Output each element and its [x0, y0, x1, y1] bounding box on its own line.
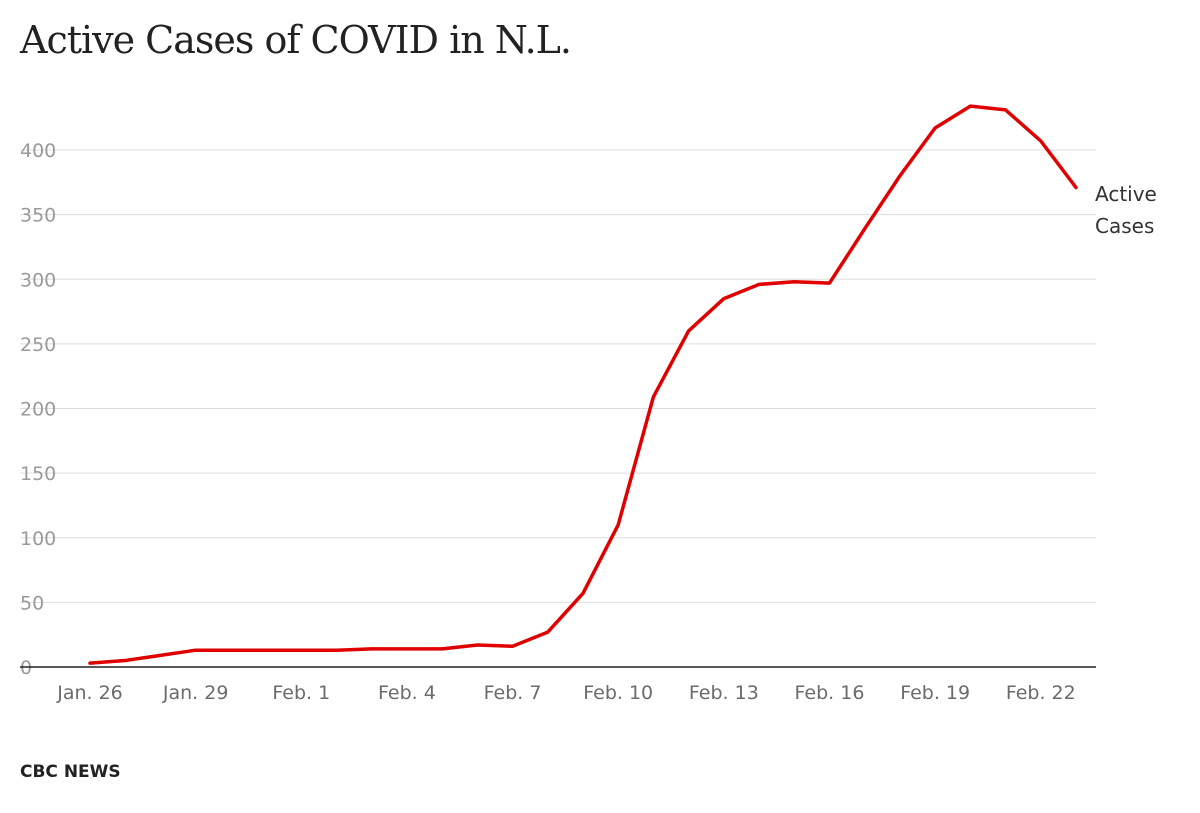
- x-tick-label: Feb. 19: [900, 682, 970, 704]
- series-label-line-2: Cases: [1095, 214, 1154, 238]
- x-tick-label: Jan. 29: [162, 682, 229, 704]
- series-line-active-cases: [88, 104, 1078, 665]
- series-group: [88, 104, 1078, 665]
- y-tick-label: 200: [20, 399, 56, 421]
- y-tick-label: 150: [20, 463, 56, 485]
- x-tick-label: Feb. 22: [1006, 682, 1076, 704]
- series-label-active-cases: Active Cases: [1095, 182, 1163, 238]
- y-tick-label: 100: [20, 528, 56, 550]
- chart-title: Active Cases of COVID in N.L.: [20, 18, 572, 62]
- series-label-line-1: Active: [1095, 182, 1157, 206]
- y-tick-label: 400: [20, 140, 56, 162]
- x-tick-label: Feb. 10: [583, 682, 653, 704]
- x-tick-label: Jan. 26: [56, 682, 123, 704]
- x-tick-label: Feb. 7: [484, 682, 542, 704]
- x-tick-label: Feb. 4: [378, 682, 436, 704]
- y-axis-ticks: 0 50 100 150 200 250 300 350 400: [20, 140, 56, 679]
- gridlines: [20, 149, 1096, 603]
- y-tick-label: 50: [20, 592, 44, 614]
- y-tick-label: 300: [20, 269, 56, 291]
- source-credit: CBC NEWS: [20, 762, 121, 782]
- x-tick-label: Feb. 13: [689, 682, 759, 704]
- x-axis-ticks: Jan. 26 Jan. 29 Feb. 1 Feb. 4 Feb. 7 Feb. 10 F…: [56, 682, 1076, 704]
- x-tick-label: Feb. 1: [272, 682, 330, 704]
- y-tick-label: 350: [20, 205, 56, 227]
- x-tick-label: Feb. 16: [795, 682, 865, 704]
- y-tick-label: 250: [20, 334, 56, 356]
- y-tick-label: 0: [20, 657, 32, 679]
